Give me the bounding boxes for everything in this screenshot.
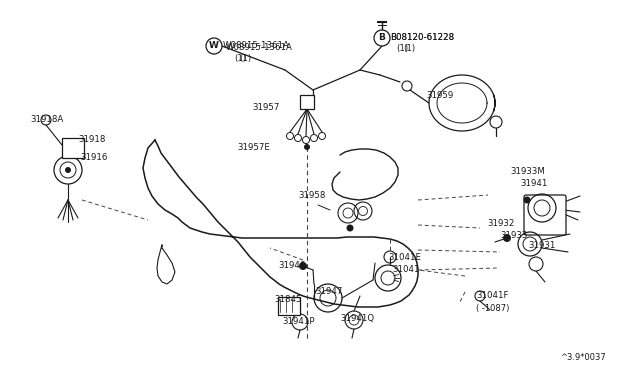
Text: 31941Q: 31941Q [340,314,374,324]
Circle shape [374,30,390,46]
Text: (1): (1) [403,45,415,54]
Circle shape [402,81,412,91]
Circle shape [206,38,222,54]
Text: 31933: 31933 [500,231,527,241]
Text: 31931: 31931 [528,241,556,250]
Text: 31941P: 31941P [282,317,314,327]
Text: 31916: 31916 [80,154,108,163]
Text: (1): (1) [396,45,408,54]
Text: 31957E: 31957E [237,142,270,151]
Text: B08120-61228: B08120-61228 [390,33,454,42]
Text: 31918: 31918 [78,135,106,144]
Text: ^3.9*0037: ^3.9*0037 [560,353,605,362]
Circle shape [299,262,307,270]
Text: 31041F: 31041F [476,292,509,301]
Text: 31845: 31845 [274,295,301,305]
Circle shape [65,167,71,173]
Text: 31918A: 31918A [30,115,63,124]
Text: 31932: 31932 [487,219,515,228]
Text: 31933M: 31933M [510,167,545,176]
Text: (1): (1) [239,54,251,62]
FancyBboxPatch shape [62,138,84,158]
Circle shape [503,234,511,242]
Text: 31957: 31957 [252,103,280,112]
Text: W08915-1361A: W08915-1361A [223,42,290,51]
Text: 31959: 31959 [426,92,453,100]
Text: (1): (1) [234,54,246,62]
Text: 31041E: 31041E [388,253,421,263]
Text: ( -1087): ( -1087) [476,304,509,312]
Text: 31958: 31958 [298,192,325,201]
Circle shape [304,144,310,150]
Text: B: B [379,33,385,42]
Circle shape [524,196,531,203]
FancyBboxPatch shape [524,195,566,235]
Text: 31946: 31946 [278,260,305,269]
FancyBboxPatch shape [278,297,300,315]
Text: W: W [209,42,219,51]
FancyBboxPatch shape [300,95,314,109]
Text: 31941: 31941 [520,180,547,189]
Circle shape [346,224,353,231]
Text: 31947: 31947 [315,288,342,296]
Text: B08120-61228: B08120-61228 [390,33,454,42]
Text: W08915-1361A: W08915-1361A [226,42,293,51]
Text: 31041: 31041 [392,266,419,275]
